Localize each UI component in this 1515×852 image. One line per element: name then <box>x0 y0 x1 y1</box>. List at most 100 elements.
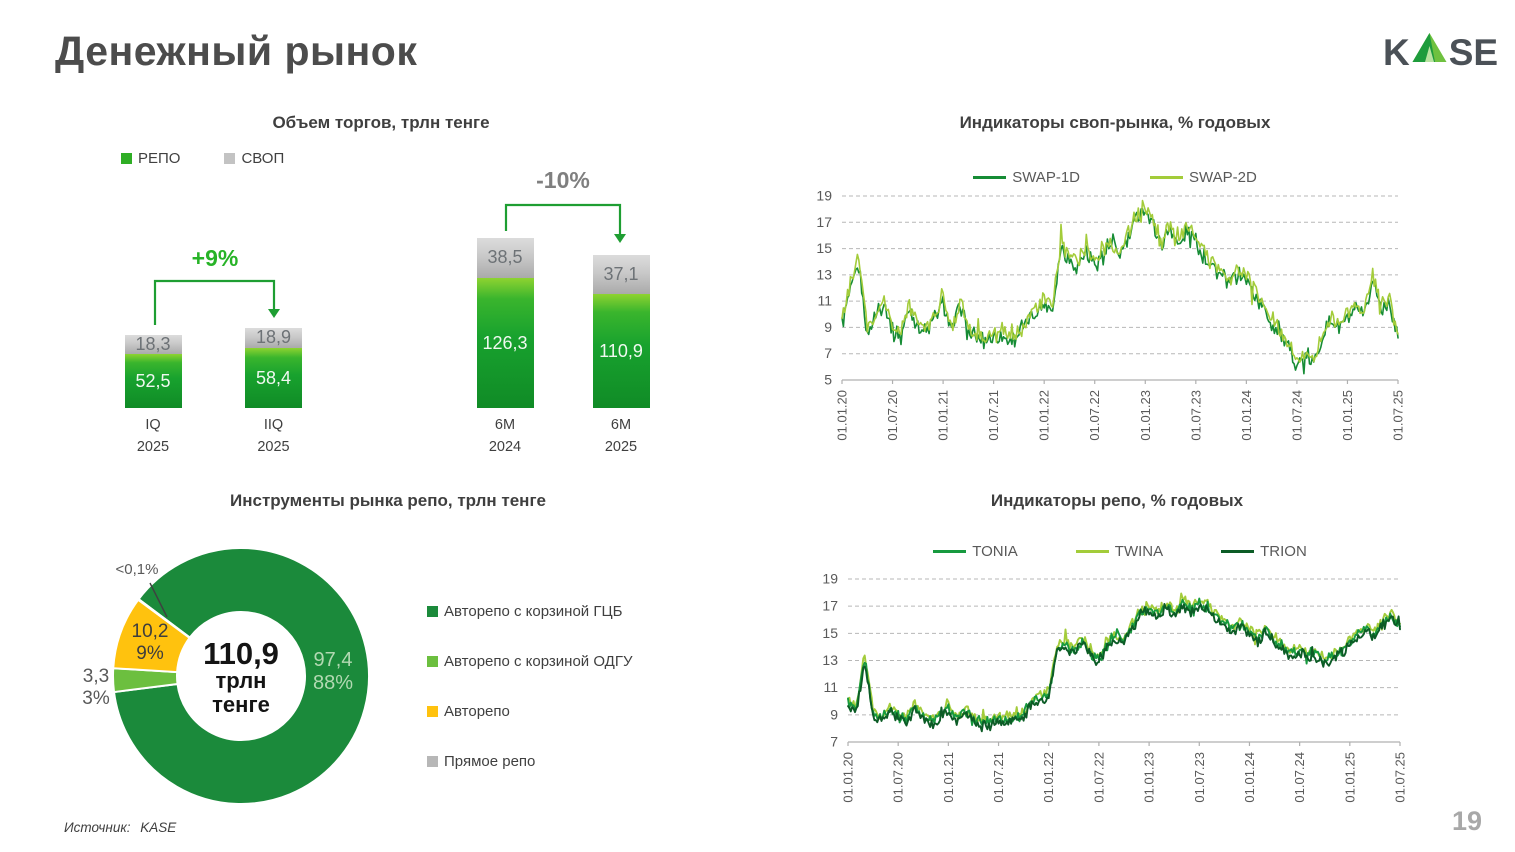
donut-callout-line <box>149 582 168 618</box>
donut-chart-title: Инструменты рынка репо, трлн тенге <box>230 491 546 510</box>
swap-svg-series-SWAP-2D <box>841 199 1399 363</box>
bar-swap-value-3: 37,1 <box>603 264 639 285</box>
donut-legend-swatch-0 <box>427 606 438 617</box>
repo-svg-ytick-11: 11 <box>823 679 838 695</box>
page-title: Денежный рынок <box>55 28 418 74</box>
donut-label-avtorepo: 10,2 9% <box>115 621 185 665</box>
repo-svg-xtick-2: 01.01.21 <box>941 752 956 803</box>
swap-svg-xtick-6: 01.01.23 <box>1138 390 1153 441</box>
bar-chart-plot: 18,3 52,5 IQ 2025 18,9 58,4 IIQ 2025 38,5 126,3 6M… <box>0 0 760 470</box>
bar-chart-legend: РЕПО СВОП <box>121 150 284 167</box>
repo-legend-swatch-0 <box>933 549 967 554</box>
annotation-bracket-0 <box>153 279 276 325</box>
bar-category-1: IIQ 2025 <box>257 417 290 455</box>
repo-svg-xtick-9: 01.07.24 <box>1292 752 1307 803</box>
annotation-arrowhead-0 <box>268 309 280 318</box>
swap-svg-ytick-5: 5 <box>824 372 832 388</box>
repo-svg-xtick-8: 01.01.24 <box>1242 752 1257 803</box>
swap-svg-xtick-0: 01.01.20 <box>835 390 850 441</box>
repo-legend-item-2: TRION <box>1221 543 1307 560</box>
repo-svg-ytick-9: 9 <box>830 706 838 722</box>
donut-legend-label-2: Авторепо <box>444 703 510 720</box>
swap-legend-label-0: SWAP-1D <box>1012 169 1080 186</box>
repo-legend-item-1: TWINA <box>1075 543 1164 560</box>
repo-svg-ytick-17: 17 <box>822 598 838 614</box>
repo-legend-swatch-1 <box>1075 549 1109 554</box>
bar-swap-value-1: 18,9 <box>255 327 292 348</box>
donut-label-avtorepo-value: 10,2 <box>131 621 169 642</box>
annotation-label-1: -10% <box>536 167 590 193</box>
swap-svg-ytick-11: 11 <box>817 293 832 309</box>
source-label: Источник: <box>64 820 131 835</box>
repo-svg-xtick-10: 01.01.25 <box>1342 752 1357 803</box>
bar-repo-1: 58,4 <box>245 347 302 408</box>
swap-svg-xtick-10: 01.01.25 <box>1340 390 1355 441</box>
swap-chart-title: Индикаторы своп-рынка, % годовых <box>959 113 1271 132</box>
swap-svg-xtick-8: 01.01.24 <box>1239 390 1254 441</box>
repo-chart-legend: TONIA TWINA TRION <box>870 543 1370 560</box>
kase-logo: K SE <box>1383 32 1498 71</box>
donut-legend: Авторепо с корзиной ГЦБ Авторепо с корзин… <box>427 603 633 770</box>
donut-legend-item-1: Авторепо с корзиной ОДГУ <box>427 653 633 670</box>
donut-label-avtorepo-pct: 9% <box>136 642 164 664</box>
repo-legend-label-1: TWINA <box>1114 543 1164 560</box>
repo-svg-xtick-11: 01.07.25 <box>1393 752 1408 803</box>
bar-swap-3: 37,1 <box>592 255 650 294</box>
source-note: Источник: KASE <box>64 820 176 835</box>
bar-chart-annotations: +9% -10% <box>153 167 626 325</box>
swap-svg-xtick-4: 01.01.22 <box>1037 390 1052 441</box>
repo-svg-xtick-1: 01.07.20 <box>891 752 906 803</box>
repo-svg-xtick-7: 01.07.23 <box>1192 752 1207 803</box>
bar-swap-0: 18,3 <box>124 335 182 354</box>
bar-repo-value-1: 58,4 <box>255 367 292 388</box>
repo-chart-title: Индикаторы репо, % годовых <box>990 491 1244 510</box>
bar-repo-value-0: 52,5 <box>135 370 171 391</box>
repo-legend-item-0: TONIA <box>933 543 1018 560</box>
swap-legend-swatch-1 <box>1150 175 1183 180</box>
repo-svg-series-TRION <box>847 603 1401 733</box>
donut-legend-swatch-1 <box>427 656 438 667</box>
donut-legend-item-3: Прямое репо <box>427 753 633 770</box>
swap-chart-plot: 19 17 15 13 11 9 7 501.01.20 01.07.20 01.01.21 01.… <box>816 188 1406 441</box>
bar-legend-label-0: РЕПО <box>138 150 181 167</box>
annotation-bracket-1 <box>504 203 622 235</box>
kase-logo-triangle-icon <box>1411 32 1448 68</box>
bar-legend-label-1: СВОП <box>241 150 285 167</box>
swap-svg-ytick-13: 13 <box>816 266 832 282</box>
donut-center-label: 110,9 трлн тенге <box>171 638 311 717</box>
swap-svg-ytick-7: 7 <box>824 345 832 361</box>
repo-svg-xtick-4: 01.01.22 <box>1041 752 1056 803</box>
annotation-label-0: +9% <box>192 245 239 271</box>
swap-svg-ytick-17: 17 <box>816 214 832 230</box>
repo-svg-xtick-5: 01.07.22 <box>1091 752 1106 803</box>
donut-legend-item-2: Авторепо <box>427 703 633 720</box>
bar-repo-0: 52,5 <box>124 353 182 408</box>
donut-slice-3 <box>136 597 192 640</box>
bar-repo-3: 110,9 <box>592 293 650 408</box>
bar-legend-item-1: СВОП <box>224 150 284 167</box>
donut-legend-label-1: Авторепо с корзиной ОДГУ <box>444 653 633 670</box>
source-value: KASE <box>140 820 177 835</box>
donut-legend-item-0: Авторепо с корзиной ГЦБ <box>427 603 633 620</box>
donut-label-pryamoe-repo: <0,1% <box>115 561 159 578</box>
bar-legend-item-0: РЕПО <box>121 150 180 167</box>
page-number: 19 <box>1452 806 1483 836</box>
swap-svg-ytick-15: 15 <box>816 240 832 256</box>
donut-legend-swatch-2 <box>427 706 438 717</box>
repo-svg-ytick-19: 19 <box>822 571 838 587</box>
repo-legend-label-0: TONIA <box>972 543 1018 560</box>
donut-label-odgu: 3,3 3% <box>68 666 124 710</box>
swap-svg-ytick-9: 9 <box>824 319 832 335</box>
swap-svg-xtick-5: 01.07.22 <box>1087 390 1102 441</box>
donut-label-gcb-pct: 88% <box>312 672 354 694</box>
donut-label-odgu-value: 3,3 <box>82 666 110 687</box>
repo-svg-xtick-6: 01.01.23 <box>1142 752 1157 803</box>
bar-repo-2: 126,3 <box>476 277 534 408</box>
donut-chart <box>112 547 370 805</box>
bar-swap-2: 38,5 <box>476 238 534 278</box>
swap-svg-xtick-11: 01.07.25 <box>1391 390 1406 441</box>
donut-legend-label-0: Авторепо с корзиной ГЦБ <box>444 603 623 620</box>
repo-svg-xtick-3: 01.07.21 <box>991 752 1006 803</box>
donut-center-unit2: тенге <box>212 691 270 717</box>
